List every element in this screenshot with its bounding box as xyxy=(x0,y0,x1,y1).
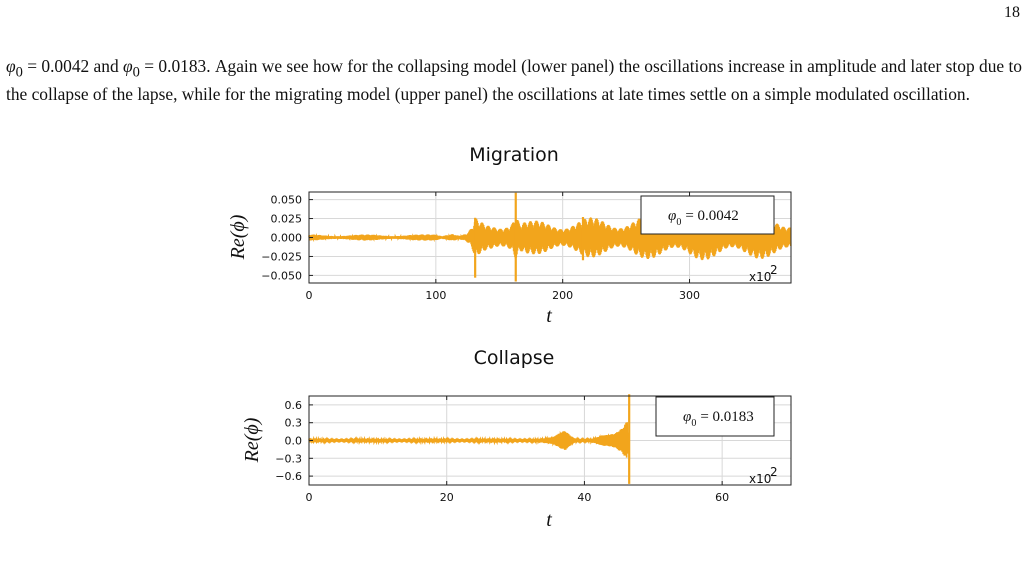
x-tick-label: 20 xyxy=(440,491,454,504)
x-scale-exponent: 2 xyxy=(770,263,778,277)
paragraph-part-4: = 0.0183. Again we see how for the colla… xyxy=(6,56,1022,105)
collapse-chart-title: Collapse xyxy=(473,347,555,369)
y-tick-label: 0.6 xyxy=(285,399,303,412)
y-tick-label: 0.025 xyxy=(271,213,303,226)
x-axis-label: t xyxy=(546,305,552,327)
x-scale-exponent: 2 xyxy=(770,465,778,479)
x-scale-label: x10 xyxy=(749,472,771,486)
x-scale-label: x10 xyxy=(749,270,771,284)
paragraph-part-2: = 0.0042 and xyxy=(22,56,124,76)
legend-box xyxy=(655,396,775,437)
x-tick-label: 60 xyxy=(715,491,729,504)
phi-subscript-2: 0 xyxy=(132,64,140,81)
x-tick-label: 0 xyxy=(306,289,313,302)
x-axis-label: t xyxy=(546,509,552,531)
legend-label: φ0 = 0.0042 xyxy=(668,208,739,228)
phi-symbol-1: φ xyxy=(6,56,16,76)
x-tick-label: 300 xyxy=(679,289,700,302)
y-axis-label: Re(ϕ) xyxy=(241,417,263,463)
series-line xyxy=(308,214,792,261)
body-paragraph: φ0 = 0.0042 and φ0 = 0.0183. Again we se… xyxy=(6,55,1022,105)
legend-box xyxy=(640,195,775,235)
series-line xyxy=(308,422,630,458)
y-tick-label: 0.0 xyxy=(285,435,303,448)
y-tick-label: −0.6 xyxy=(275,470,302,483)
x-tick-label: 100 xyxy=(425,289,446,302)
y-axis-label: Re(ϕ) xyxy=(227,214,249,260)
legend-label: φ0 = 0.0183 xyxy=(683,409,754,429)
migration-chart-title: Migration xyxy=(469,144,559,166)
y-tick-label: −0.025 xyxy=(261,250,302,263)
migration-chart: 0.050 0.025 0.000 −0.025 −0.050 0 100 200 300 x10… xyxy=(227,191,792,327)
x-tick-label: 200 xyxy=(552,289,573,302)
page-number: 18 xyxy=(1004,4,1020,21)
y-tick-label: −0.3 xyxy=(275,452,302,465)
x-tick-label: 40 xyxy=(577,491,591,504)
y-tick-label: −0.050 xyxy=(261,269,302,282)
x-tick-label: 0 xyxy=(306,491,313,504)
y-tick-label: 0.3 xyxy=(285,417,303,430)
phi-subscript-1: 0 xyxy=(15,64,23,81)
phi-symbol-2: φ xyxy=(123,56,133,76)
y-tick-label: 0.050 xyxy=(271,194,303,207)
y-tick-label: 0.000 xyxy=(271,232,303,245)
